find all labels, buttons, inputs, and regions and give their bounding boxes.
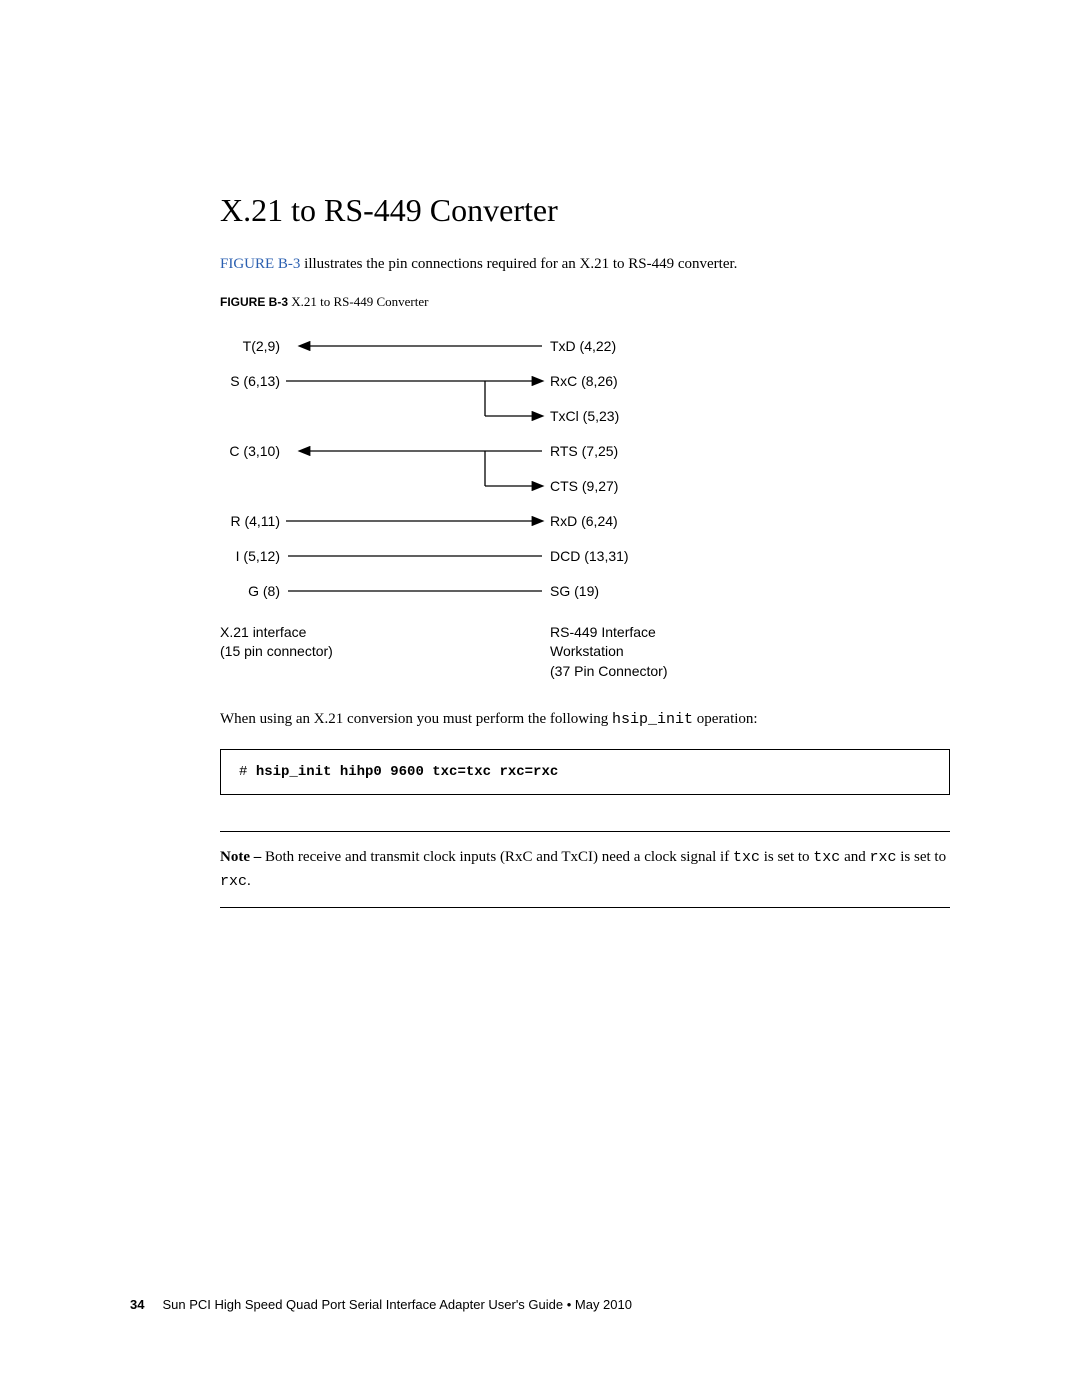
figure-caption: FIGURE B-3 X.21 to RS-449 Converter [220, 294, 950, 310]
note-p3: and [840, 849, 869, 865]
note-p2: is set to [760, 849, 813, 865]
figure-caption-text: X.21 to RS-449 Converter [288, 294, 428, 309]
note-m1: txc [733, 849, 760, 866]
right-if-2: (37 Pin Connector) [550, 662, 668, 682]
operation-paragraph: When using an X.21 conversion you must p… [220, 708, 950, 732]
code-command: hsip_init hihp0 9600 txc=txc rxc=rxc [256, 764, 558, 780]
right-if-0: RS-449 Interface [550, 623, 668, 643]
page-number: 34 [130, 1297, 144, 1312]
figure-label: FIGURE B-3 [220, 295, 288, 309]
intro-text-rest: illustrates the pin connections required… [300, 256, 737, 272]
para1-mono: hsip_init [612, 711, 693, 728]
intro-paragraph: FIGURE B-3 illustrates the pin connectio… [220, 253, 950, 276]
note-block: Note – Both receive and transmit clock i… [220, 831, 950, 908]
left-interface: X.21 interface (15 pin connector) [220, 623, 333, 662]
note-m4: rxc [220, 873, 247, 890]
figure-link[interactable]: FIGURE B-3 [220, 256, 300, 272]
pin-diagram: T(2,9) S (6,13) C (3,10) R (4,11) I (5,1… [220, 338, 800, 688]
note-p4: is set to [897, 849, 947, 865]
code-prompt: # [239, 764, 256, 780]
note-m2: txc [813, 849, 840, 866]
note-m3: rxc [869, 849, 896, 866]
note-label: Note – [220, 849, 265, 865]
note-p5: . [247, 873, 251, 889]
diagram-lines [220, 338, 800, 618]
page-footer: 34 Sun PCI High Speed Quad Port Serial In… [130, 1297, 632, 1312]
left-if-1: (15 pin connector) [220, 642, 333, 662]
page-content: X.21 to RS-449 Converter FIGURE B-3 illu… [0, 0, 1080, 908]
code-block: # hsip_init hihp0 9600 txc=txc rxc=rxc [220, 749, 950, 795]
note-p1: Both receive and transmit clock inputs (… [265, 849, 733, 865]
left-if-0: X.21 interface [220, 623, 333, 643]
para1-before: When using an X.21 conversion you must p… [220, 711, 612, 727]
right-interface: RS-449 Interface Workstation (37 Pin Con… [550, 623, 668, 682]
section-heading: X.21 to RS-449 Converter [220, 192, 950, 229]
right-if-1: Workstation [550, 642, 668, 662]
footer-text: Sun PCI High Speed Quad Port Serial Inte… [162, 1297, 632, 1312]
para1-after: operation: [693, 711, 758, 727]
